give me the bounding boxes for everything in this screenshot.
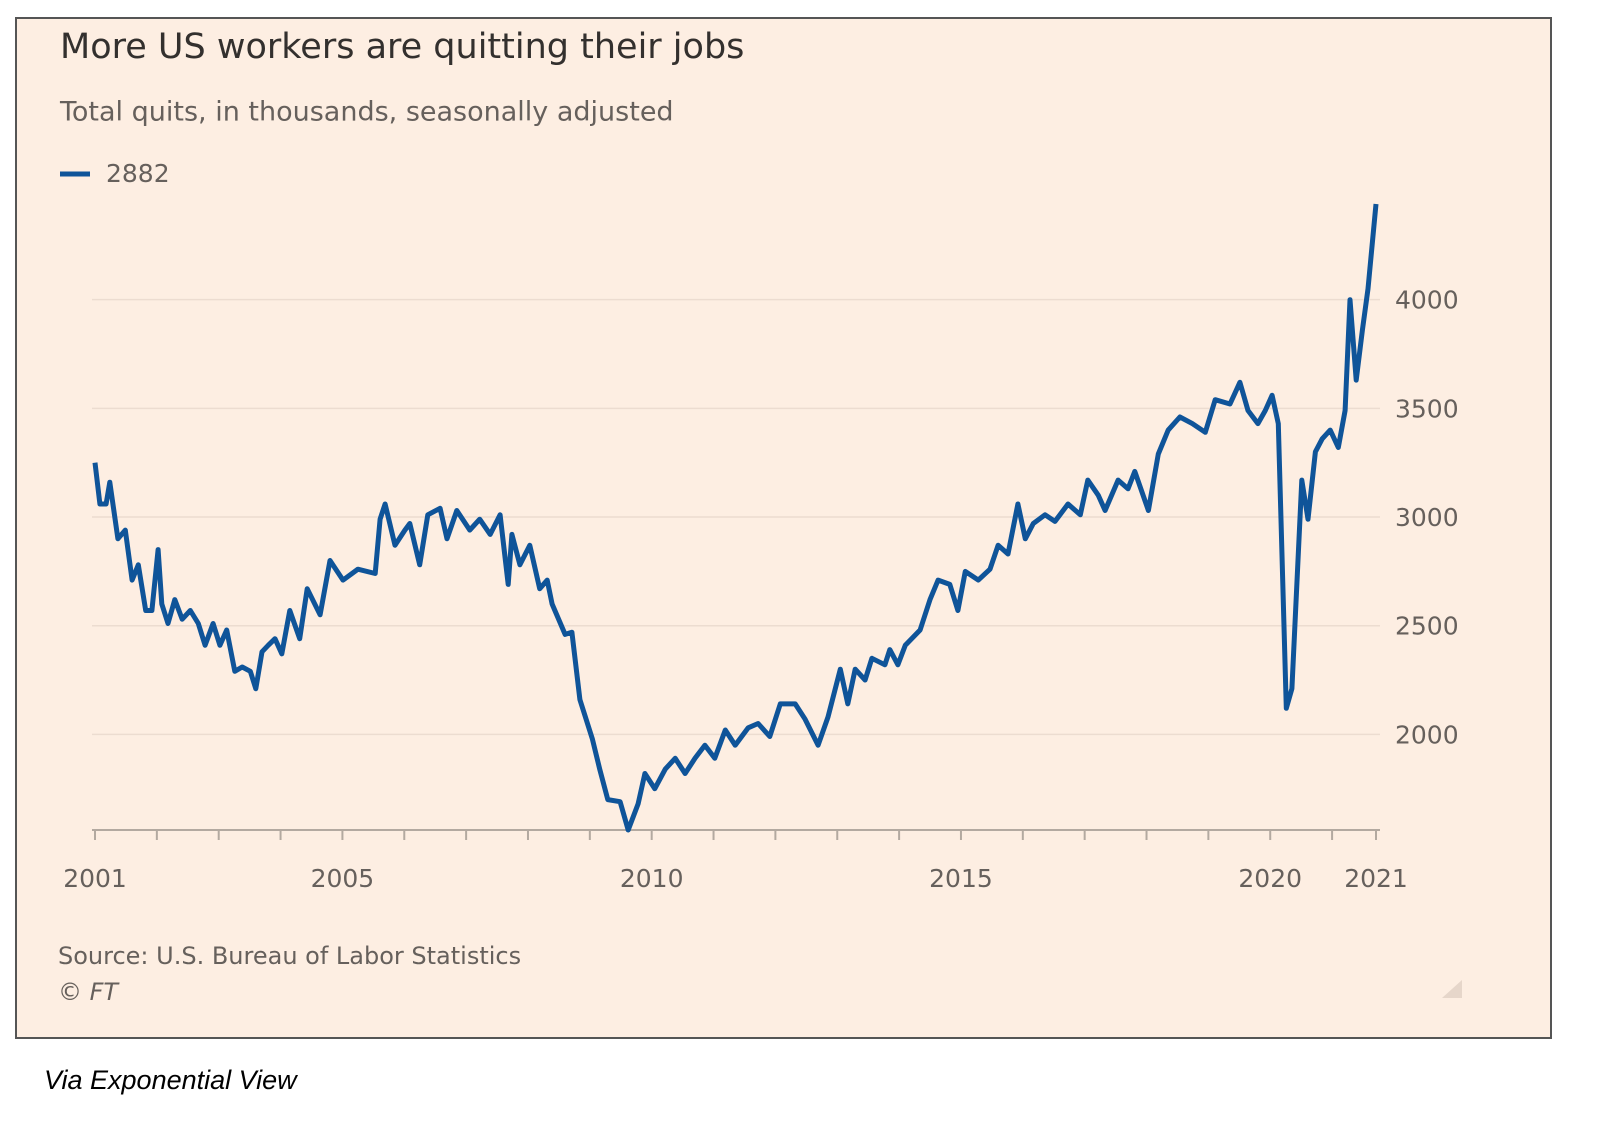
x-tick-label: 2015 bbox=[929, 864, 993, 893]
y-tick-label: 2000 bbox=[1395, 720, 1459, 749]
chart-subtitle: Total quits, in thousands, seasonally ad… bbox=[59, 97, 674, 128]
y-tick-label: 3000 bbox=[1395, 503, 1459, 532]
credit: © FT bbox=[58, 978, 120, 1006]
chart-title: More US workers are quitting their jobs bbox=[60, 27, 744, 67]
source: Source: U.S. Bureau of Labor Statistics bbox=[58, 942, 521, 970]
x-tick-label: 2001 bbox=[63, 864, 127, 893]
resize-icon bbox=[1442, 980, 1462, 998]
chart-frame bbox=[15, 17, 1552, 1039]
caption: Via Exponential View bbox=[44, 1065, 298, 1095]
y-tick-label: 4000 bbox=[1395, 286, 1459, 315]
y-tick-label: 2500 bbox=[1395, 612, 1459, 641]
x-tick-label: 2005 bbox=[311, 864, 375, 893]
line-series bbox=[92, 203, 1379, 833]
y-tick-label: 3500 bbox=[1395, 394, 1459, 423]
x-tick-label: 2010 bbox=[620, 864, 684, 893]
x-tick-label: 2021 bbox=[1344, 864, 1408, 893]
x-tick-label: 2020 bbox=[1238, 864, 1302, 893]
legend-label: 2882 bbox=[106, 159, 170, 188]
